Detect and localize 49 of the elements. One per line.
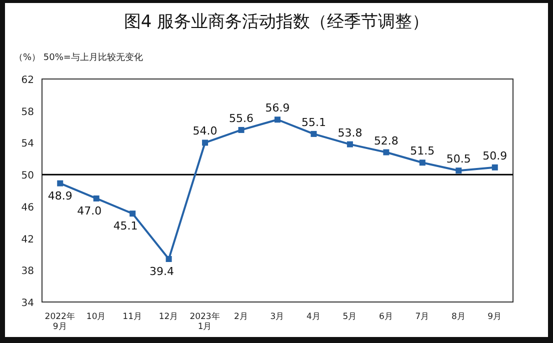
chart-title: 图4 服务业商务活动指数（经季节调整） <box>124 12 430 32</box>
y-tick-label: 34 <box>21 298 34 309</box>
point <box>238 126 244 133</box>
point <box>383 149 390 156</box>
x-tick-label: 2022年 9月 <box>44 311 76 332</box>
point <box>130 210 136 217</box>
data-label: 47.0 <box>77 204 102 218</box>
x-tick-label: 7月 <box>415 312 430 322</box>
y-tick-label: 58 <box>21 106 34 118</box>
x-tick-label: 3月 <box>270 312 285 322</box>
y-tick-label: 54 <box>21 138 34 150</box>
point <box>93 195 100 202</box>
x-tick-label: 2月 <box>234 312 248 322</box>
data-label: 55.1 <box>301 116 326 129</box>
y-tick-label: 42 <box>21 234 34 246</box>
x-tick-label: 6月 <box>378 312 394 322</box>
data-label: 45.1 <box>113 220 138 233</box>
x-tick-label: 9月 <box>488 312 502 322</box>
data-label: 51.5 <box>410 144 435 158</box>
x-tick-label: 2023年 1月 <box>190 311 220 332</box>
x-tick-label: 11月 <box>122 312 142 322</box>
x-tick-label: 8月 <box>451 312 466 322</box>
chart-subtitle: （%） 50%=与上月比较无变化 <box>14 52 143 63</box>
x-tick-label: 10月 <box>86 312 106 322</box>
data-label: 48.9 <box>48 189 72 202</box>
data-label: 55.6 <box>229 112 254 125</box>
x-tick-label: 12月 <box>158 312 179 322</box>
point <box>274 116 280 123</box>
data-label: 39.4 <box>150 264 174 278</box>
data-label: 52.8 <box>374 134 398 148</box>
data-label: 54.0 <box>192 124 218 138</box>
data-label: 50.5 <box>446 152 471 166</box>
point <box>346 141 353 148</box>
y-tick-label: 50 <box>21 170 34 182</box>
point <box>419 160 426 166</box>
point <box>492 164 498 170</box>
x-tick-label: 5月 <box>342 312 358 322</box>
data-label: 50.9 <box>482 149 508 162</box>
x-tick-label: 4月 <box>306 312 321 322</box>
y-tick-label: 46 <box>21 202 34 214</box>
y-tick-label: 38 <box>21 266 34 278</box>
point <box>57 180 64 186</box>
y-tick-label: 62 <box>21 75 34 86</box>
point <box>310 130 317 137</box>
point <box>456 168 462 174</box>
data-label: 56.9 <box>265 102 290 115</box>
point <box>166 256 172 262</box>
point <box>202 140 208 146</box>
data-label: 53.8 <box>338 126 362 140</box>
